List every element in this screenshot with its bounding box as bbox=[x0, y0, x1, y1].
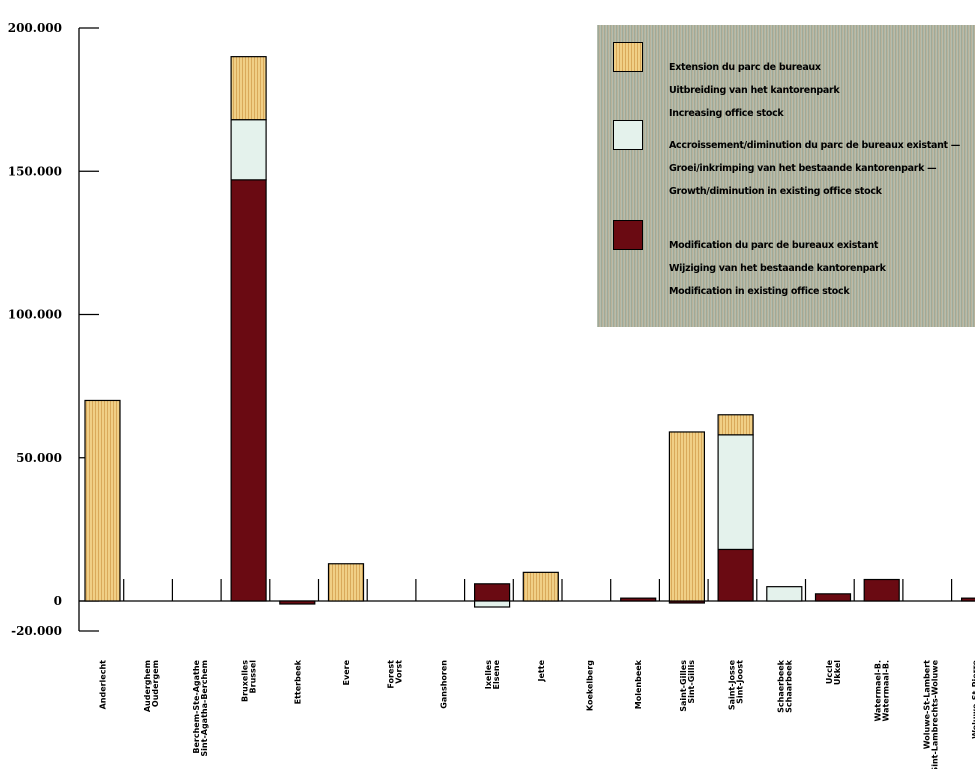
bar-segment-modification bbox=[279, 600, 316, 605]
svg-text:Koekelberg: Koekelberg bbox=[586, 660, 595, 711]
x-tick-label: Evere bbox=[342, 659, 351, 685]
bar-segment-extension bbox=[327, 563, 365, 602]
bar-segment-modification bbox=[230, 179, 267, 602]
x-tick-label: Auderghem Oudergem bbox=[143, 660, 160, 712]
svg-text:Sint-Gillis: Sint-Gillis bbox=[687, 660, 696, 704]
y-tick-label: 50.000 bbox=[16, 451, 62, 465]
svg-text:Elsene: Elsene bbox=[492, 659, 501, 689]
x-tick-label: Etterbeek bbox=[293, 659, 302, 704]
x-tick-label: Saint-Josse Sint-Joost bbox=[728, 659, 745, 710]
bar-segment-extension bbox=[668, 431, 706, 602]
x-tick-label: Koekelberg bbox=[586, 660, 595, 711]
bar-segment-modification bbox=[717, 548, 754, 602]
x-tick-label: Ganshoren bbox=[439, 660, 448, 709]
x-tick-label: Uccle Ukkel bbox=[825, 659, 842, 685]
svg-text:Berchem-Ste-Agathe: Berchem-Ste-Agathe bbox=[192, 659, 201, 753]
bar-segment-modification bbox=[814, 593, 852, 602]
svg-text:Schaarbeek: Schaarbeek bbox=[784, 659, 793, 713]
bar-segment-modification bbox=[620, 597, 657, 602]
svg-text:Jette: Jette bbox=[537, 659, 546, 682]
y-tick-label: 150.000 bbox=[8, 164, 62, 178]
legend-label-modification: Modification du parc de bureaux existant… bbox=[669, 240, 886, 297]
svg-text:Woluwe-St-Pierre: Woluwe-St-Pierre bbox=[971, 659, 975, 738]
bar-segment-growth bbox=[717, 434, 754, 551]
x-tick-label: Bruxelles Brussel bbox=[241, 660, 258, 702]
bar-segment-modification bbox=[960, 597, 975, 602]
bar-segment-growth bbox=[230, 119, 267, 181]
legend-swatch-extension bbox=[613, 42, 643, 72]
svg-text:Uccle: Uccle bbox=[825, 659, 834, 684]
svg-text:Watermael-B.: Watermael-B. bbox=[874, 660, 883, 722]
bar-segment-growth bbox=[474, 600, 511, 608]
x-tick-label: Forest Vorst bbox=[387, 660, 404, 689]
x-tick-label: Schaerbeek Schaarbeek bbox=[776, 659, 793, 713]
x-tick-label: Anderlecht bbox=[99, 660, 108, 710]
legend-label-growth: Accroissement/diminution du parc de bure… bbox=[669, 140, 960, 197]
svg-text:Schaerbeek: Schaerbeek bbox=[776, 659, 785, 713]
legend-label-extension: Extension du parc de bureaux Uitbreiding… bbox=[669, 62, 840, 119]
svg-text:Ganshoren: Ganshoren bbox=[439, 660, 448, 709]
svg-text:Oudergem: Oudergem bbox=[151, 660, 160, 707]
svg-text:Sint-Agatha-Berchem: Sint-Agatha-Berchem bbox=[200, 660, 209, 757]
svg-text:Vorst: Vorst bbox=[395, 660, 404, 684]
svg-text:Woluwe-St-Lambert: Woluwe-St-Lambert bbox=[922, 660, 931, 749]
x-tick-label: Jette bbox=[537, 659, 546, 682]
svg-text:Evere: Evere bbox=[342, 659, 351, 685]
svg-text:Anderlecht: Anderlecht bbox=[99, 660, 108, 710]
x-tick-label: Woluwe-St-Lambert Sint-Lambrechts-Woluwe bbox=[922, 659, 939, 769]
chart-legend: Extension du parc de bureaux Uitbreiding… bbox=[597, 25, 975, 327]
svg-text:Bruxelles: Bruxelles bbox=[241, 660, 250, 702]
svg-text:Saint-Josse: Saint-Josse bbox=[728, 659, 737, 710]
bar-segment-extension bbox=[230, 56, 267, 121]
bar-segment-extension bbox=[522, 571, 559, 602]
y-tick-label: 0 bbox=[54, 594, 62, 608]
legend-swatch-modification bbox=[613, 220, 643, 250]
bar-segment-extension bbox=[84, 399, 121, 602]
svg-text:Ukkel: Ukkel bbox=[833, 660, 842, 685]
bar-segment-modification bbox=[474, 583, 511, 602]
bar-segment-extension bbox=[717, 414, 754, 436]
svg-text:Molenbeek: Molenbeek bbox=[634, 659, 643, 709]
svg-text:Etterbeek: Etterbeek bbox=[293, 659, 302, 704]
y-tick-label: -20.000 bbox=[11, 624, 62, 638]
svg-text:Watermaal-B.: Watermaal-B. bbox=[882, 660, 891, 721]
svg-text:Brussel: Brussel bbox=[249, 660, 258, 694]
x-tick-label: Saint-Gilles Sint-Gillis bbox=[679, 660, 696, 712]
x-tick-label: Woluwe-St-PierreSint-Pieters-Woluwe bbox=[971, 659, 975, 738]
bar-segment-modification bbox=[863, 578, 900, 602]
svg-text:Ixelles: Ixelles bbox=[484, 660, 493, 689]
svg-text:Sint-Joost: Sint-Joost bbox=[736, 660, 745, 704]
svg-text:Forest: Forest bbox=[387, 660, 396, 689]
legend-swatch-growth bbox=[613, 120, 643, 150]
bar-segment-growth bbox=[766, 586, 803, 602]
x-tick-label: Ixelles Elsene bbox=[484, 659, 501, 689]
svg-text:Sint-Lambrechts-Woluwe: Sint-Lambrechts-Woluwe bbox=[930, 659, 939, 769]
y-tick-label: 100.000 bbox=[8, 308, 62, 322]
y-tick-label: 200.000 bbox=[8, 21, 62, 35]
x-tick-label: Berchem-Ste-Agathe Sint-Agatha-Berchem bbox=[192, 659, 209, 756]
svg-text:Auderghem: Auderghem bbox=[143, 660, 152, 712]
svg-text:Saint-Gilles: Saint-Gilles bbox=[679, 660, 688, 712]
x-tick-label: Molenbeek bbox=[634, 659, 643, 709]
x-tick-label: Watermael-B. Watermaal-B. bbox=[874, 660, 891, 722]
